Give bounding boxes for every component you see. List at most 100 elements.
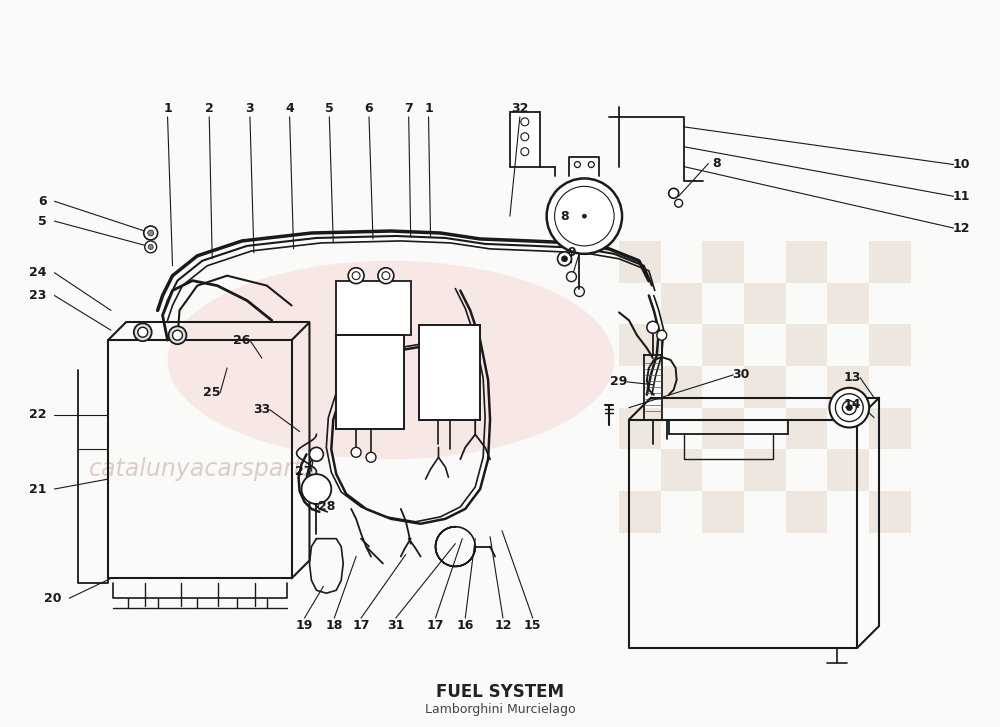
Text: 31: 31 (387, 619, 404, 632)
Bar (661, 366, 702, 408)
Circle shape (145, 241, 157, 253)
Circle shape (582, 214, 586, 218)
Circle shape (558, 252, 571, 266)
Text: FUEL SYSTEM: FUEL SYSTEM (436, 683, 564, 702)
Text: 29: 29 (610, 375, 628, 388)
Bar (827, 449, 869, 491)
Circle shape (144, 226, 158, 240)
Bar (661, 449, 702, 491)
Circle shape (138, 327, 148, 337)
Text: 23: 23 (29, 289, 46, 302)
Bar (619, 491, 661, 533)
Text: 17: 17 (427, 619, 444, 632)
Circle shape (148, 244, 153, 249)
Bar (744, 283, 786, 324)
Bar (869, 241, 911, 283)
Text: 26: 26 (233, 334, 251, 347)
Bar (786, 241, 827, 283)
Text: 27: 27 (295, 465, 312, 478)
Bar (786, 324, 827, 366)
Text: 12: 12 (494, 619, 512, 632)
Text: 14: 14 (844, 398, 861, 411)
Circle shape (657, 330, 667, 340)
Text: 7: 7 (404, 103, 413, 116)
Text: 5: 5 (325, 103, 334, 116)
Bar (661, 283, 702, 324)
Circle shape (846, 405, 852, 411)
Bar (336, 281, 411, 335)
Text: 8: 8 (712, 157, 721, 170)
Text: 1: 1 (424, 103, 433, 116)
Bar (827, 283, 869, 324)
Bar (869, 324, 911, 366)
Text: 16: 16 (457, 619, 474, 632)
Circle shape (173, 330, 182, 340)
Circle shape (309, 447, 323, 461)
Text: 2: 2 (205, 103, 214, 116)
Circle shape (521, 148, 529, 156)
Bar (869, 408, 911, 449)
Circle shape (547, 178, 622, 254)
Circle shape (134, 324, 152, 341)
Circle shape (566, 272, 576, 281)
Bar (702, 241, 744, 283)
Text: 30: 30 (732, 369, 750, 382)
Circle shape (378, 268, 394, 284)
Circle shape (588, 161, 594, 167)
Text: 11: 11 (953, 190, 970, 203)
Bar (702, 324, 744, 366)
Text: 1: 1 (163, 103, 172, 116)
Bar (744, 366, 786, 408)
Bar (869, 491, 911, 533)
Text: 33: 33 (253, 403, 270, 416)
Bar (702, 491, 744, 533)
Text: 25: 25 (203, 386, 221, 399)
Text: Lamborghini Murcielago: Lamborghini Murcielago (425, 703, 575, 716)
Bar (786, 491, 827, 533)
Text: 6: 6 (365, 103, 373, 116)
Circle shape (348, 268, 364, 284)
Bar (619, 408, 661, 449)
Text: 18: 18 (326, 619, 343, 632)
Bar (619, 241, 661, 283)
Bar (510, 112, 540, 166)
Circle shape (366, 452, 376, 462)
Circle shape (829, 387, 869, 427)
Text: 9: 9 (567, 246, 576, 260)
Circle shape (669, 188, 679, 198)
Text: 13: 13 (844, 371, 861, 385)
Circle shape (675, 199, 683, 207)
Bar (744, 449, 786, 491)
Text: 3: 3 (246, 103, 254, 116)
Bar (786, 408, 827, 449)
Circle shape (842, 401, 856, 414)
Text: 6: 6 (38, 195, 46, 208)
Circle shape (169, 326, 186, 344)
Text: 17: 17 (352, 619, 370, 632)
Circle shape (521, 133, 529, 141)
Circle shape (574, 161, 580, 167)
Text: 15: 15 (524, 619, 541, 632)
Circle shape (351, 447, 361, 457)
Text: 4: 4 (285, 103, 294, 116)
Text: 22: 22 (29, 408, 46, 421)
Text: 19: 19 (296, 619, 313, 632)
Text: 21: 21 (29, 483, 46, 496)
Bar (419, 325, 480, 419)
Text: 20: 20 (44, 592, 61, 605)
Text: catalunyacarsparts: catalunyacarsparts (89, 457, 316, 481)
Text: 32: 32 (511, 103, 529, 116)
Circle shape (562, 256, 567, 262)
Bar (702, 408, 744, 449)
Bar (336, 335, 404, 430)
Circle shape (302, 474, 331, 504)
Circle shape (521, 118, 529, 126)
Bar (827, 366, 869, 408)
Text: 24: 24 (29, 266, 46, 279)
Text: 28: 28 (318, 500, 335, 513)
Ellipse shape (168, 261, 614, 459)
Text: 5: 5 (38, 214, 46, 228)
Text: 12: 12 (953, 222, 970, 235)
Text: 8: 8 (560, 209, 569, 222)
Bar (619, 324, 661, 366)
